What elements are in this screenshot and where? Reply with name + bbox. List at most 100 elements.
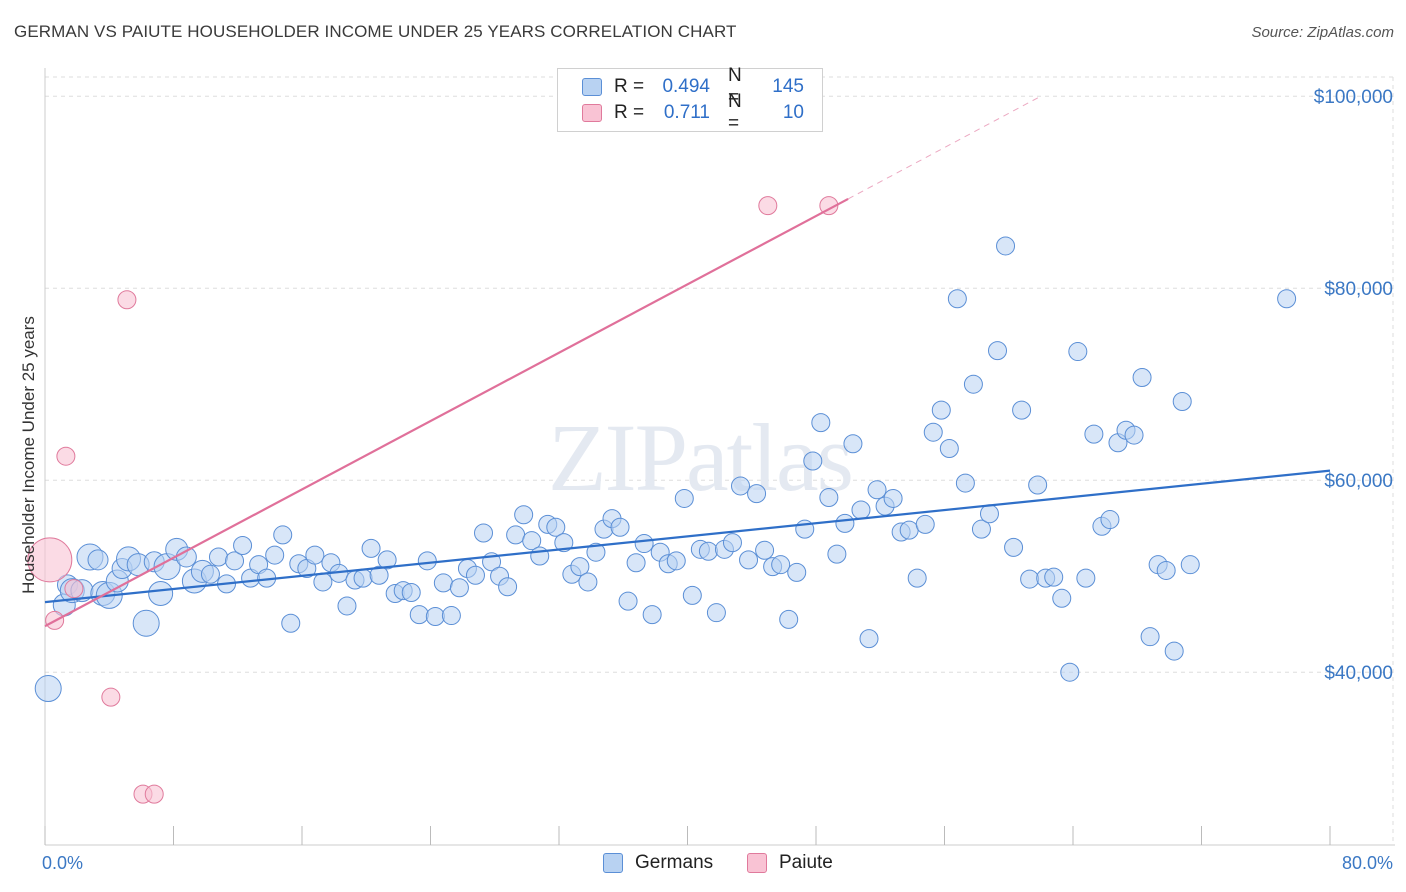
legend-swatch-paiute [582,104,602,122]
paiute-point [144,784,164,804]
germans-point [148,580,174,606]
legend-r-label: R = [614,102,645,123]
x-tick-labels: 0.0% 80.0% [42,853,1393,873]
x-tick-label: 0.0% [42,853,83,873]
legend-row-germans: R = 0.494 N = 145 [582,65,804,108]
legend: R = 0.494 N = 145 R = 0.711 N = 10 [557,65,823,134]
germans-point [618,591,638,611]
germans-point [401,583,421,603]
legend-n-value: 145 [772,76,804,97]
germans-point [1068,342,1088,362]
germans-point [132,609,160,637]
paiute-point [819,196,839,216]
germans-point [1156,560,1176,580]
legend-row-paiute: R = 0.711 N = 10 [582,91,804,134]
germans-point [859,629,879,649]
germans-point [722,533,742,553]
germans-point [200,564,220,584]
germans-point [947,289,967,309]
legend-n-label: N = [728,91,742,134]
germans-point [963,374,983,394]
germans-point [281,613,301,633]
germans-point [465,565,485,585]
germans-point [34,675,62,703]
germans-point [835,513,855,533]
legend-r-value: 0.494 [662,76,710,97]
germans-point [843,434,863,454]
germans-point [570,557,590,577]
germans-point [634,534,654,554]
germans-point [787,562,807,582]
bottom-legend-paiute: Paiute [747,852,833,874]
chart-title: GERMAN VS PAIUTE HOUSEHOLDER INCOME UNDE… [14,22,737,41]
germans-point [971,519,991,539]
y-tick-label: $60,000 [1324,471,1393,492]
legend-n-label: N = [728,65,742,108]
germans-point [1044,567,1064,587]
germans-point [771,555,791,575]
germans-point [353,568,373,588]
germans-point [225,551,245,571]
watermark: ZIPatlas [548,404,852,511]
germans-point [87,549,109,571]
germans-point [506,525,526,545]
legend-r-label: R = [614,76,645,97]
legend-n-value: 10 [782,102,804,123]
germans-point [931,400,951,420]
germans-point [883,488,903,508]
germans-point [867,480,887,500]
germans-point [851,500,871,520]
germans-point [626,553,646,573]
bottom-swatch-paiute [747,853,767,873]
germans-point [377,550,397,570]
germans-point [1076,568,1096,588]
germans-point [915,514,935,534]
bottom-legend-germans-label: Germans [635,852,714,873]
germans-point [1020,569,1040,589]
germans-point [642,605,662,625]
germans-point [811,413,831,433]
germans-point [827,544,847,564]
germans-point [666,551,686,571]
source-label: Source: ZipAtlas.com [1251,24,1394,41]
x-tick-label: 80.0% [1342,853,1393,873]
y-tick-label: $40,000 [1324,663,1393,684]
trend-lines [44,95,1331,628]
y-axis-label: Householder Income Under 25 years [19,316,38,594]
germans-point [514,505,534,525]
germans-point [208,547,228,567]
paiute-point [101,687,121,707]
germans-point [1132,367,1152,387]
bottom-legend-paiute-label: Paiute [779,852,833,873]
germans-point [265,545,285,565]
germans-point [747,484,767,504]
germans-point [1180,555,1200,575]
paiute-trend-line [44,197,849,628]
germans-point [1140,627,1160,647]
germans-point [706,603,726,623]
bottom-swatch-germans [603,853,623,873]
germans-point [739,550,759,570]
germans-trend-line [44,469,1331,604]
germans-point [1164,641,1184,661]
germans-point [939,439,959,459]
germans-point [1012,400,1032,420]
germans-point [755,540,775,560]
germans-point [1124,425,1144,445]
germans-point [955,473,975,493]
germans-point [433,573,453,593]
germans-point [1004,537,1024,557]
germans-point [554,533,574,553]
germans-point [305,545,325,565]
germans-point [409,605,429,625]
legend-swatch-germans [582,78,602,96]
paiute-trend-extension [847,95,1042,200]
germans-point [979,504,999,524]
germans-point [522,531,542,551]
germans-point [610,517,630,537]
germans-point [988,341,1008,361]
germans-point [779,609,799,629]
y-tick-label: $100,000 [1314,87,1393,108]
germans-point [1100,510,1120,530]
